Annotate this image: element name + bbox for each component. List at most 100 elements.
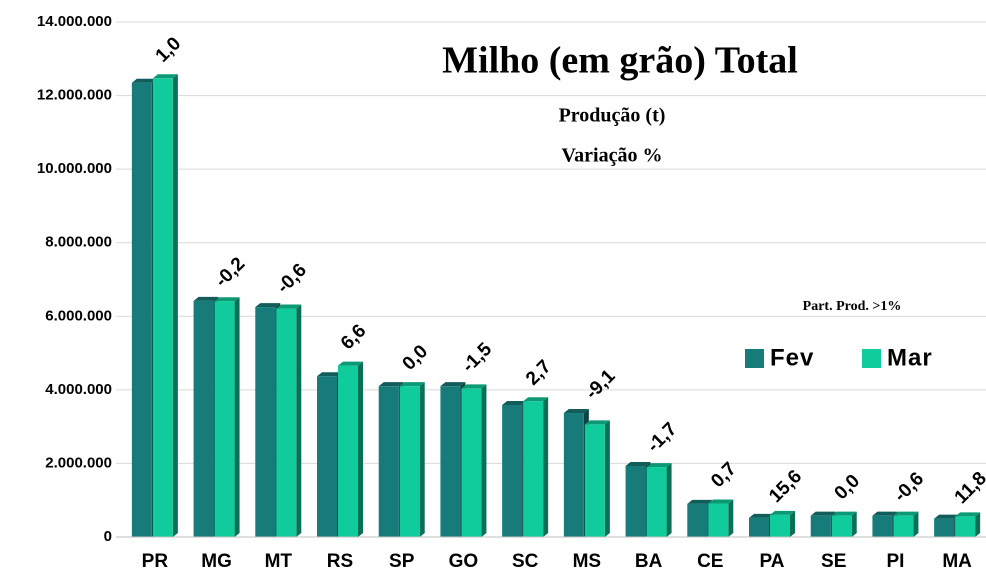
variation-label: 15,6 xyxy=(765,466,806,507)
bar-side xyxy=(851,511,857,537)
bar xyxy=(687,503,708,537)
legend-swatch xyxy=(862,349,881,368)
bar xyxy=(461,388,482,537)
bar xyxy=(276,308,297,537)
x-tick-label: PA xyxy=(760,551,785,570)
bar-top xyxy=(255,303,281,308)
bar xyxy=(831,515,852,537)
bar-top xyxy=(955,512,981,517)
bar-top xyxy=(502,400,528,405)
bar-top xyxy=(378,382,404,387)
bar-top xyxy=(749,513,774,518)
bar xyxy=(872,515,893,537)
x-tick-label: GO xyxy=(449,551,479,570)
bar-top xyxy=(770,510,795,515)
x-tick-label: SP xyxy=(389,551,415,570)
bar-top xyxy=(625,462,651,467)
bar xyxy=(955,516,976,537)
bar xyxy=(131,82,152,538)
bar xyxy=(502,404,523,537)
bar xyxy=(708,503,729,537)
x-tick-label: CE xyxy=(697,551,723,570)
bar xyxy=(193,300,214,537)
annotation: Part. Prod. >1% xyxy=(803,299,902,314)
variation-label: 6,6 xyxy=(337,320,371,354)
bar-top xyxy=(934,514,960,519)
bar-top xyxy=(193,296,219,301)
variation-label: 0,0 xyxy=(831,471,865,505)
bar xyxy=(893,515,914,537)
y-tick-label: 4.000.000 xyxy=(45,381,112,398)
bar-side xyxy=(419,382,425,537)
bar xyxy=(255,307,276,537)
bar xyxy=(563,413,584,537)
y-tick-label: 0 xyxy=(104,528,112,545)
bar xyxy=(338,365,358,537)
legend-swatch xyxy=(745,349,764,368)
bar-top xyxy=(152,74,178,79)
bar xyxy=(749,517,769,537)
x-tick-label: MG xyxy=(201,551,232,570)
variation-label: 2,7 xyxy=(522,356,556,390)
bar-side xyxy=(666,463,672,537)
bar-side xyxy=(543,397,549,537)
bar xyxy=(378,386,399,537)
x-tick-label: MT xyxy=(265,551,293,570)
y-tick-label: 6.000.000 xyxy=(45,307,112,324)
y-tick-label: 12.000.000 xyxy=(37,87,112,104)
bar-side xyxy=(172,74,178,538)
bar-side xyxy=(296,304,302,537)
bar-side xyxy=(975,512,981,537)
bar-top xyxy=(831,511,857,516)
bar-top xyxy=(872,511,898,516)
bar-top xyxy=(338,361,363,366)
chart-title: Milho (em grão) Total xyxy=(442,40,798,82)
bar-top xyxy=(584,420,610,425)
x-tick-label: SC xyxy=(512,551,539,570)
legend-label: Fev xyxy=(770,344,814,371)
x-tick-label: SE xyxy=(821,551,846,570)
bar-top xyxy=(276,304,302,309)
bar-side xyxy=(913,511,919,537)
bar xyxy=(399,386,420,537)
bar-top xyxy=(440,382,466,387)
y-tick-label: 14.000.000 xyxy=(37,13,112,30)
legend-label: Mar xyxy=(887,344,933,371)
bar xyxy=(934,518,955,537)
bar xyxy=(770,514,790,537)
bar-side xyxy=(481,384,487,537)
variation-label: 1,0 xyxy=(152,33,186,67)
bar xyxy=(625,466,646,537)
bar-top xyxy=(399,382,425,387)
variation-label: -0,2 xyxy=(211,253,249,291)
x-tick-label: RS xyxy=(327,551,353,570)
bar-side xyxy=(358,361,363,537)
bar-top xyxy=(214,297,240,302)
bar-top xyxy=(317,372,342,377)
variation-label: 11,8 xyxy=(951,468,986,508)
bar-top xyxy=(646,463,672,468)
subtitle: Produção (t) xyxy=(559,105,666,127)
bar-top xyxy=(893,511,919,516)
bar xyxy=(214,301,235,537)
bar-top xyxy=(563,409,589,414)
bar xyxy=(440,386,461,537)
bar xyxy=(152,78,173,538)
bar-top xyxy=(708,499,734,504)
x-tick-label: MA xyxy=(942,551,972,570)
bar-side xyxy=(790,510,795,537)
bar-top xyxy=(461,384,487,389)
bar xyxy=(523,401,544,537)
x-tick-label: MS xyxy=(573,551,602,570)
bar xyxy=(810,515,831,537)
y-tick-label: 10.000.000 xyxy=(37,160,112,177)
subtitle: Variação % xyxy=(562,145,663,167)
x-tick-label: PI xyxy=(886,551,904,570)
bar-top xyxy=(131,78,157,83)
bar-top xyxy=(687,499,713,504)
variation-label: 0,0 xyxy=(399,341,433,375)
y-tick-label: 8.000.000 xyxy=(45,234,112,251)
bar xyxy=(317,376,337,537)
bar-top xyxy=(523,397,549,402)
